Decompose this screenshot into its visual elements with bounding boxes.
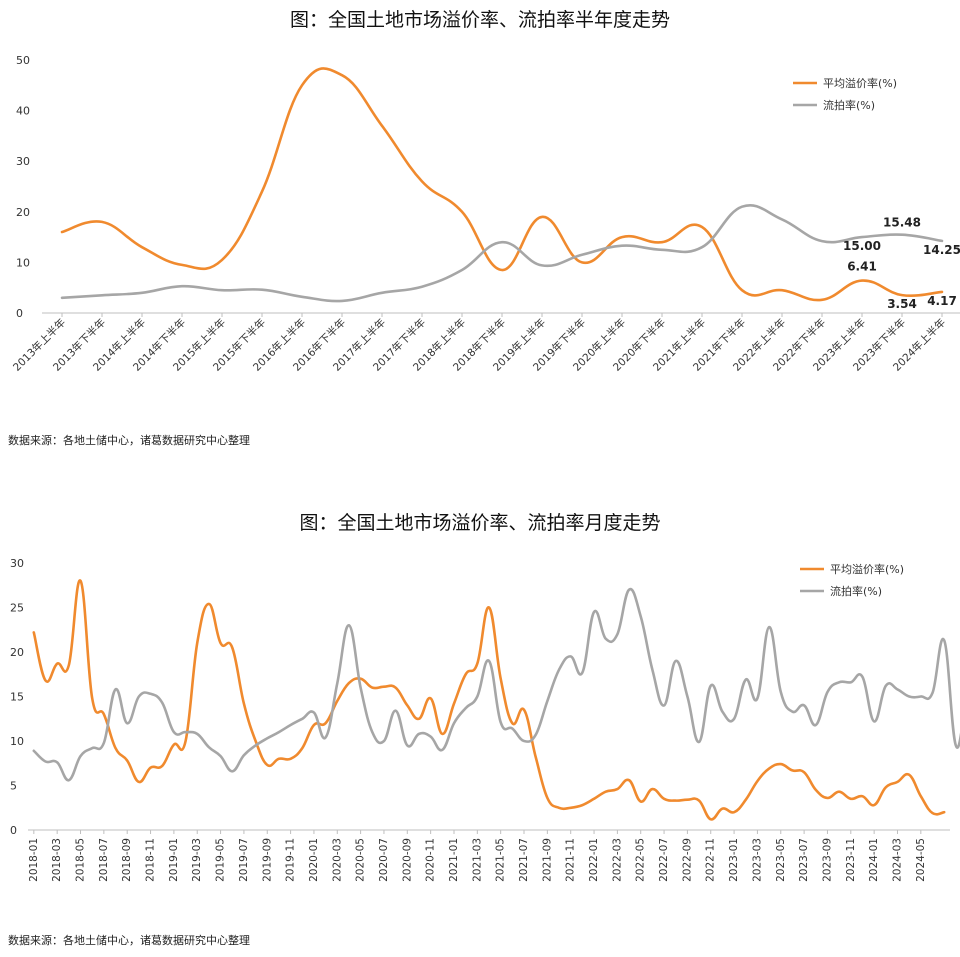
x-tick-label: 2022-03: [611, 838, 623, 882]
x-tick-label: 2024-01: [868, 838, 880, 882]
data-label: 14.25: [923, 243, 960, 257]
x-tick-label: 2024-03: [891, 838, 903, 882]
legend-label-failure: 流拍率(%): [823, 98, 875, 112]
premium-rate-line: [60, 67, 944, 302]
x-tick-label: 2021-05: [495, 838, 507, 882]
y-tick-label: 50: [16, 54, 30, 67]
x-tick-label: 2021-09: [541, 838, 553, 882]
x-tick-label: 2020-11: [425, 838, 437, 882]
x-tick-label: 2023-05: [775, 838, 787, 882]
x-tick-label: 2020-07: [378, 838, 390, 882]
data-label: 4.17: [927, 294, 957, 308]
x-tick-label: 2023-03: [751, 838, 763, 882]
x-tick-label: 2021-11: [565, 838, 577, 882]
x-tick-label: 2020-09: [401, 838, 413, 882]
y-tick-label: 0: [10, 824, 17, 837]
chart-title: 图：全国土地市场溢价率、流拍率半年度走势: [289, 9, 670, 31]
x-tick-label: 2021-01: [448, 838, 460, 882]
y-tick-label: 10: [16, 256, 30, 269]
x-tick-label: 2019-11: [285, 838, 297, 882]
y-tick-label: 10: [10, 735, 24, 748]
half-year-chart: 010203040502013年上半年2013年下半年2014年上半年2014年…: [10, 54, 960, 374]
failure-rate-line: [32, 587, 960, 782]
y-tick-label: 5: [10, 780, 17, 793]
data-source-note: 数据来源：各地土储中心，诸葛数据研究中心整理: [8, 934, 250, 947]
x-tick-label: 2020-03: [331, 838, 343, 882]
x-tick-label: 2018-05: [75, 838, 87, 882]
y-tick-label: 30: [16, 155, 30, 168]
x-tick-label: 2018-11: [145, 838, 157, 882]
data-label: 3.54: [887, 297, 917, 311]
x-tick-label: 2022-11: [705, 838, 717, 882]
data-label: 15.00: [843, 239, 881, 253]
x-tick-label: 2019-07: [238, 838, 250, 882]
x-tick-label: 2018-09: [121, 838, 133, 882]
monthly-chart-panel: 图：全国土地市场溢价率、流拍率月度走势 0 5 10 15 20 25 30 2018-01 2…: [0, 490, 960, 957]
x-tick-label: 2019-01: [168, 838, 180, 882]
data-source-note: 数据来源：各地土储中心，诸葛数据研究中心整理: [8, 434, 250, 447]
x-tick-label: 2021-03: [471, 838, 483, 882]
y-tick-label: 0: [16, 307, 23, 320]
x-tick-label: 2018-01: [28, 838, 40, 882]
y-tick-label: 15: [10, 691, 24, 704]
premium-rate-line: [32, 579, 946, 821]
x-tick-label: 2024-05: [915, 838, 927, 882]
x-tick-label: 2019-05: [215, 838, 227, 882]
x-tick-label: 2022-07: [658, 838, 670, 882]
legend-label-premium: 平均溢价率(%): [830, 562, 904, 576]
y-tick-label: 20: [10, 646, 24, 659]
x-tick-label: 2018-07: [98, 838, 110, 882]
x-tick-label: 2022-05: [635, 838, 647, 882]
data-label: 15.48: [883, 216, 921, 230]
half-year-chart-panel: 图：全国土地市场溢价率、流拍率半年度走势 0 10 20 30 40 50 2013年上半年…: [0, 0, 960, 470]
y-tick-label: 40: [16, 105, 30, 118]
monthly-chart: 0 5 10 15 20 25 30 2018-01 2018-03 2018-05 2018-07…: [10, 557, 960, 882]
y-tick-label: 30: [10, 557, 24, 570]
x-tick-label: 2019-09: [261, 838, 273, 882]
x-tick-label: 2023-01: [728, 838, 740, 882]
x-tick-label: 2022-09: [681, 838, 693, 882]
data-label: 6.41: [847, 260, 877, 274]
x-tick-label: 2020-01: [308, 838, 320, 882]
failure-rate-line: [60, 204, 944, 303]
x-tick-label: 2019-03: [191, 838, 203, 882]
x-tick-label: 2023-07: [798, 838, 810, 882]
y-tick-label: 20: [16, 206, 30, 219]
x-tick-label: 2023-09: [821, 838, 833, 882]
legend-label-failure: 流拍率(%): [830, 584, 882, 598]
x-tick-label: 2021-07: [518, 838, 530, 882]
x-tick-label: 2022-01: [588, 838, 600, 882]
chart-title: 图：全国土地市场溢价率、流拍率月度走势: [299, 512, 661, 534]
x-tick-label: 2020-05: [355, 838, 367, 882]
y-tick-label: 25: [10, 602, 24, 615]
legend-label-premium: 平均溢价率(%): [823, 76, 897, 90]
x-tick-label: 2023-11: [845, 838, 857, 882]
x-tick-label: 2018-03: [51, 838, 63, 882]
